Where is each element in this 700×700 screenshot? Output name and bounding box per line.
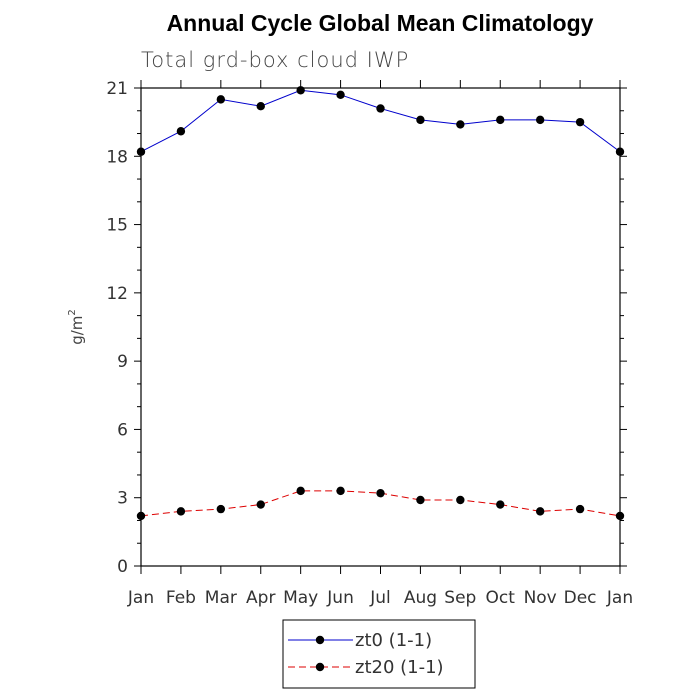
- x-tick-label: Aug: [404, 588, 437, 608]
- x-tick-label: Mar: [205, 588, 237, 608]
- chart-title: Annual Cycle Global Mean Climatology: [167, 10, 594, 36]
- legend: zt0 (1-1) zt20 (1-1): [282, 619, 476, 689]
- x-tick-label: Apr: [246, 588, 275, 608]
- y-tick-label: 12: [106, 284, 128, 304]
- legend-entry-2: zt20 (1-1): [288, 657, 444, 678]
- data-point: [336, 486, 345, 496]
- y-axis-label-superscript: 2: [67, 309, 78, 315]
- legend-box: [282, 619, 476, 689]
- data-point: [216, 95, 226, 104]
- data-point: [216, 504, 226, 514]
- legend-marker: [315, 635, 325, 645]
- x-tick-label: Jan: [127, 588, 154, 608]
- y-tick-label: 18: [106, 147, 128, 167]
- data-point: [256, 500, 265, 509]
- x-tick-label: Jan: [606, 588, 633, 608]
- x-tick-label: Jul: [369, 588, 391, 608]
- x-tick-label: Oct: [486, 588, 516, 608]
- data-point: [575, 504, 585, 514]
- series-2: [136, 486, 625, 521]
- data-point: [456, 495, 465, 505]
- legend-entries: zt0 (1-1) zt20 (1-1): [288, 630, 444, 678]
- data-point: [575, 117, 585, 127]
- data-point: [176, 507, 186, 516]
- data-point: [496, 500, 505, 509]
- x-tick-label: Dec: [564, 588, 597, 608]
- legend-label: zt20 (1-1): [355, 657, 444, 678]
- svg-text:g/m2: g/m2: [67, 309, 86, 345]
- series-layer: [136, 86, 625, 521]
- data-point: [336, 90, 345, 100]
- data-point: [416, 115, 425, 125]
- legend-marker: [315, 662, 325, 672]
- data-point: [376, 104, 385, 113]
- x-tick-label: Nov: [524, 588, 557, 608]
- series-1: [136, 86, 625, 156]
- data-point: [176, 127, 186, 136]
- data-point: [416, 495, 425, 505]
- data-point: [535, 507, 545, 516]
- axis-ticks: [134, 80, 627, 574]
- data-point: [456, 120, 465, 129]
- x-tick-label: May: [283, 588, 318, 608]
- data-point: [535, 115, 545, 125]
- chart-subtitle: Total grd-box cloud IWP: [141, 48, 409, 72]
- x-tick-label: Feb: [166, 588, 196, 608]
- data-point: [296, 86, 305, 95]
- data-point: [136, 511, 146, 521]
- y-tick-label: 15: [106, 216, 128, 236]
- y-tick-label: 3: [117, 489, 128, 509]
- x-tick-label: Jun: [326, 588, 354, 608]
- y-tick-label: 21: [106, 79, 128, 99]
- y-axis-label-text: g/m: [68, 316, 86, 345]
- data-point: [296, 486, 305, 496]
- y-tick-label: 9: [117, 352, 128, 372]
- x-tick-label: Sep: [444, 588, 476, 608]
- y-axis-label: g/m2: [67, 309, 86, 345]
- data-point: [615, 147, 625, 156]
- axis-tick-labels: 0 3 6 9 12 15 18 21 Jan Feb Mar Apr May Jun Jul Aug Sep O…: [106, 79, 633, 608]
- y-tick-label: 6: [117, 420, 128, 440]
- y-tick-label: 0: [117, 557, 128, 577]
- data-point: [615, 511, 625, 521]
- legend-label: zt0 (1-1): [355, 630, 432, 651]
- data-point: [496, 115, 505, 125]
- data-point: [256, 102, 265, 111]
- data-point: [376, 488, 385, 498]
- legend-entry-1: zt0 (1-1): [288, 630, 432, 651]
- series-line: [140, 89, 621, 153]
- data-point: [136, 147, 146, 156]
